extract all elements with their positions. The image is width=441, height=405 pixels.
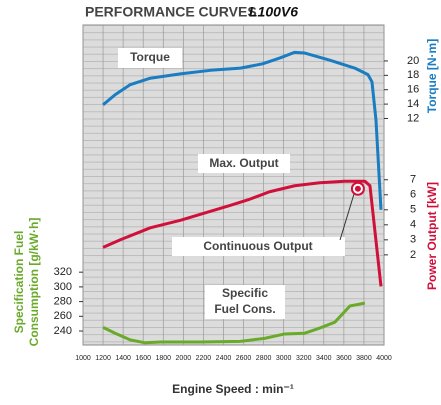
series-line — [102, 301, 366, 345]
x-tick-label: 1600 — [135, 355, 151, 362]
y-tick-label: 320 — [54, 266, 72, 278]
y2-tick-label: 14 — [407, 98, 419, 110]
y-tick-label: 280 — [54, 296, 72, 308]
x-tick-label: 2400 — [216, 355, 232, 362]
annotation-box — [172, 237, 345, 256]
x-tick-label: 3200 — [296, 355, 312, 362]
x-tick-label: 3000 — [276, 355, 292, 362]
x-tick-label: 4000 — [376, 355, 392, 362]
y3-tick-label: 4 — [410, 219, 416, 231]
y2-tick-label: 20 — [407, 55, 419, 67]
chart-title: PERFORMANCE CURVES — [85, 4, 257, 20]
y2-tick-label: 18 — [407, 69, 419, 81]
x-tick-label: 3800 — [356, 355, 372, 362]
y3-tick-label: 7 — [410, 174, 416, 186]
series-label: Fuel Cons. — [214, 302, 275, 316]
x-tick-label: 2600 — [236, 355, 252, 362]
y3-tick-label: 5 — [410, 204, 416, 216]
x-tick-label: 3600 — [336, 355, 352, 362]
y3-tick-label: 3 — [410, 234, 416, 246]
x-tick-label: 1000 — [75, 355, 91, 362]
y2-tick-label: 12 — [407, 112, 419, 124]
annotation-box — [198, 154, 290, 173]
leader-line — [339, 193, 355, 241]
x-tick-label: 1400 — [115, 355, 131, 362]
y-tick-label: 260 — [54, 310, 72, 322]
y3-tick-label: 6 — [410, 189, 416, 201]
y-axis-title: Consumption [g/kW·h] — [27, 218, 41, 347]
y-axis-title: Specification Fuel — [12, 231, 26, 334]
x-axis-title: Engine Speed : min⁻¹ — [172, 382, 294, 396]
y3-axis-title: Power Output [kW] — [425, 182, 439, 290]
x-tick-label: 1200 — [95, 355, 111, 362]
x-tick-label: 1800 — [155, 355, 171, 362]
x-tick-label: 2800 — [256, 355, 272, 362]
series-label: Continuous Output — [203, 239, 312, 253]
y-tick-label: 300 — [54, 281, 72, 293]
y-tick-label: 240 — [54, 325, 72, 337]
x-tick-label: 2200 — [196, 355, 212, 362]
annotation-box — [118, 48, 182, 68]
model-name: L100V6 — [249, 4, 298, 20]
y2-axis-title: Torque [N·m] — [425, 39, 439, 113]
y3-tick-label: 2 — [410, 249, 416, 261]
series-label: Torque — [130, 50, 170, 64]
series-line — [102, 179, 383, 287]
series-line — [102, 50, 383, 210]
annotation-box — [205, 285, 285, 319]
x-tick-label: 2000 — [176, 355, 192, 362]
y2-tick-label: 16 — [407, 84, 419, 96]
point-marker — [354, 185, 361, 192]
series-label: Specific — [222, 286, 268, 300]
series-label: Max. Output — [209, 156, 278, 170]
x-tick-label: 3400 — [316, 355, 332, 362]
